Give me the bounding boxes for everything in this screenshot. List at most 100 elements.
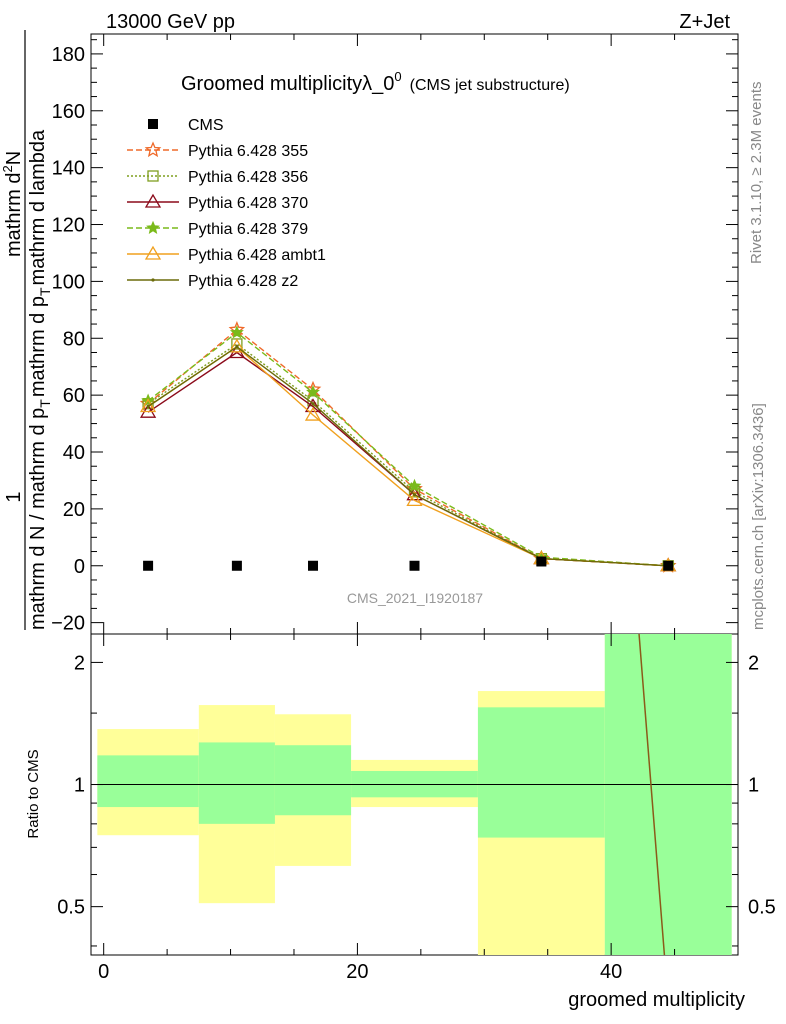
y-tick-label: 80 [63,328,85,350]
series-line [147,351,669,567]
data-point [663,560,674,571]
series-line [147,343,669,567]
marker-triangle-open [304,406,322,421]
ratio-y-axis: 0.5 0.5 1 1 2 2 [57,652,776,947]
data-point [143,560,154,571]
marker-dot [146,404,150,409]
marker-square-open [147,170,159,182]
x-tick-label: 0 [98,961,109,983]
marker-triangle-open [304,398,322,413]
marker-dot [235,345,239,349]
y-label-den-part3: mathrm d lambda [27,129,49,285]
ratio-tick-label-right: 2 [748,652,759,674]
marker-star-filled [407,478,422,493]
y-tick-label: 100 [52,271,85,293]
y-label-den-sub2: T [37,287,53,296]
plot-title: Groomed multiplicityλ_00 (CMS jet substru… [181,69,570,95]
ratio-lines [91,633,738,956]
marker-dot [311,402,315,406]
legend-marker-cms [148,119,158,129]
series-group [139,320,677,573]
legend-label: Pythia 6.428 370 [188,195,308,212]
marker-triangle-open [406,492,423,507]
plot-title-sup: 0 [394,69,401,84]
y-label-den-part1: mathrm d N / mathrm d p [27,408,49,630]
y-tick-label: 20 [63,499,85,521]
ratio-tick-label-right: 0.5 [748,897,776,919]
marker-dot [151,278,155,282]
main-y-label: 1 mathrm d N / mathrm d pTmathrm d pTmat… [0,30,53,630]
y-label-one: 1 [3,491,25,502]
y-label-num-part1: mathrm d [3,173,25,257]
ratio-band-inner [198,742,275,824]
analysis-watermark: CMS_2021_I1920187 [347,590,483,606]
marker-triangle-open [139,398,157,413]
ratio-tick-label: 0.5 [57,897,85,919]
mcplots-label: mcplots.cern.ch [arXiv:1306.3436] [750,403,767,630]
header-energy-label: 13000 GeV pp [106,11,235,33]
legend-label: Pythia 6.428 379 [188,221,308,238]
marker-triangle-open [144,245,162,260]
ratio-bands [97,634,732,955]
header-process-label: Z+Jet [679,11,730,33]
ratio-tick-label-right: 1 [748,775,759,797]
legend-label: Pythia 6.428 z2 [188,273,298,290]
data-points [143,556,674,571]
ratio-plot-frame [90,633,739,956]
x-axis-label: groomed multiplicity [568,989,745,1011]
legend: CMS Pythia 6.428 355 Pythia 6.428 356 Pythi… [127,117,326,290]
data-point [231,560,242,571]
series-pythia-6-428-z2 [146,345,670,568]
marker-star-open [144,141,162,158]
main-y-axis: −20 0 20 40 60 80 100 120 140 160 180 [51,39,738,635]
series-pythia-6-428-370 [139,344,677,572]
y-label-den-sub1: T [37,399,53,408]
series-line [147,345,669,567]
ratio-band-inner [604,634,732,955]
y-label-denominator: mathrm d N / mathrm d pTmathrm d pTmathr… [27,129,53,630]
legend-label-cms: CMS [188,117,224,134]
ratio-tick-label: 2 [74,652,85,674]
series-line [147,328,669,567]
y-tick-label: 120 [52,215,85,237]
y-tick-label: 60 [63,385,85,407]
y-label-numerator: mathrm d2N [0,151,25,257]
ratio-mc-line [638,633,666,956]
data-point [536,556,547,567]
legend-label: Pythia 6.428 356 [188,169,308,186]
series-line [147,345,669,567]
legend-label: Pythia 6.428 355 [188,143,308,160]
y-tick-label: 0 [74,556,85,578]
ratio-tick-label: 1 [74,775,85,797]
y-tick-label: 160 [52,101,85,123]
marker-star-filled [146,220,160,234]
x-axis: 0 20 40 [98,34,739,983]
marker-dot [412,493,417,497]
series-pythia-6-428-ambt1 [139,338,677,572]
y-tick-label: 140 [52,158,85,180]
x-tick-label: 20 [346,961,368,983]
y-label-den-part2: mathrm d p [27,296,49,397]
y-label-num-part2: N [3,151,25,165]
data-point [308,560,319,571]
y-tick-label: 180 [52,44,85,66]
marker-star-filled [306,385,320,399]
marker-star-filled [229,325,244,339]
plot-title-suffix: (CMS jet substructure) [410,77,570,94]
marker-triangle-open [228,338,246,353]
ratio-band-inner [97,755,199,808]
ratio-band-inner [477,707,605,838]
ratio-band-inner [274,745,352,816]
series-pythia-6-428-355 [139,320,677,573]
plot-title-lambda: λ_0 [362,73,394,95]
data-point [409,560,420,571]
series-line [147,331,669,567]
legend-label: Pythia 6.428 ambt1 [188,247,326,264]
marker-triangle-open [144,193,162,208]
y-tick-label: 40 [63,442,85,464]
x-tick-label: 40 [600,961,622,983]
ratio-y-label: Ratio to CMS [25,749,42,838]
plot-title-main: Groomed multiplicity [181,73,362,95]
y-tick-label: −20 [51,613,85,635]
